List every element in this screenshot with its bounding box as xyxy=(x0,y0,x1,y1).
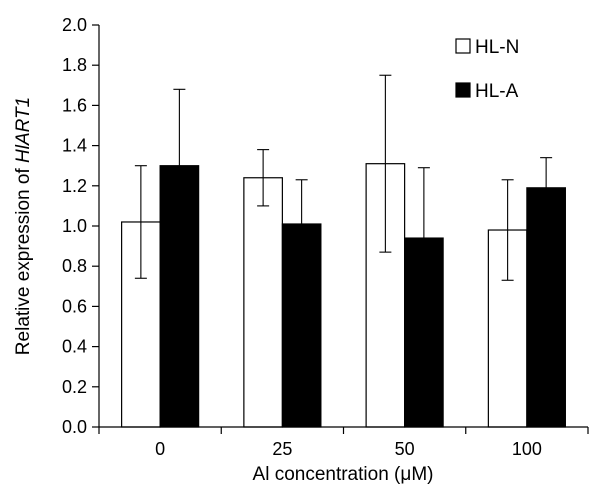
legend-label-hl-a: HL-A xyxy=(475,81,519,102)
error-bar-hl-a xyxy=(295,179,308,269)
legend-swatch-hl-a xyxy=(455,82,471,98)
legend-label-hl-n: HL-N xyxy=(475,37,519,58)
x-axis-title: Al concentration (μM) xyxy=(253,464,434,485)
legend: HL-N HL-A xyxy=(455,37,519,102)
y-tick-label: 0.4 xyxy=(62,337,87,357)
error-bar-hl-a xyxy=(173,88,186,243)
error-bar-hl-a xyxy=(540,157,553,219)
y-tick-label: 2.0 xyxy=(62,15,87,35)
y-tick-label: 0.0 xyxy=(62,417,87,437)
x-axis-ticks: 0 25 50 100 xyxy=(98,427,589,459)
error-bar-hl-n xyxy=(379,74,392,253)
error-bar-hl-n xyxy=(257,149,270,207)
legend-swatch-hl-n xyxy=(455,38,471,54)
bar-hl-n xyxy=(243,177,283,428)
x-tick-label: 0 xyxy=(155,439,165,459)
y-axis-title-prefix: Relative expression of xyxy=(13,163,34,355)
y-axis-ticks: 0.0 0.2 0.4 0.6 0.8 1.0 1.2 1.4 1.6 1.8 2.0 xyxy=(62,15,99,437)
y-tick-label: 1.8 xyxy=(62,55,87,75)
y-tick-label: 0.6 xyxy=(62,296,87,316)
y-tick-label: 1.2 xyxy=(62,176,87,196)
bar-hl-a xyxy=(526,187,566,428)
y-tick-label: 1.6 xyxy=(62,95,87,115)
y-tick-label: 0.2 xyxy=(62,377,87,397)
error-bar-hl-n xyxy=(134,165,147,279)
error-bar-hl-a xyxy=(417,167,430,309)
y-tick-label: 1.0 xyxy=(62,216,87,236)
y-axis-title-gene: HlART1 xyxy=(13,97,34,163)
y-axis-title: Relative expression of HlART1 xyxy=(13,97,34,355)
x-tick-label: 50 xyxy=(395,439,415,459)
y-tick-label: 0.8 xyxy=(62,256,87,276)
error-bar-hl-n xyxy=(501,179,514,281)
x-tick-label: 100 xyxy=(512,439,542,459)
y-tick-label: 1.4 xyxy=(62,136,87,156)
x-tick-label: 25 xyxy=(272,439,292,459)
chart-marks xyxy=(121,74,566,428)
